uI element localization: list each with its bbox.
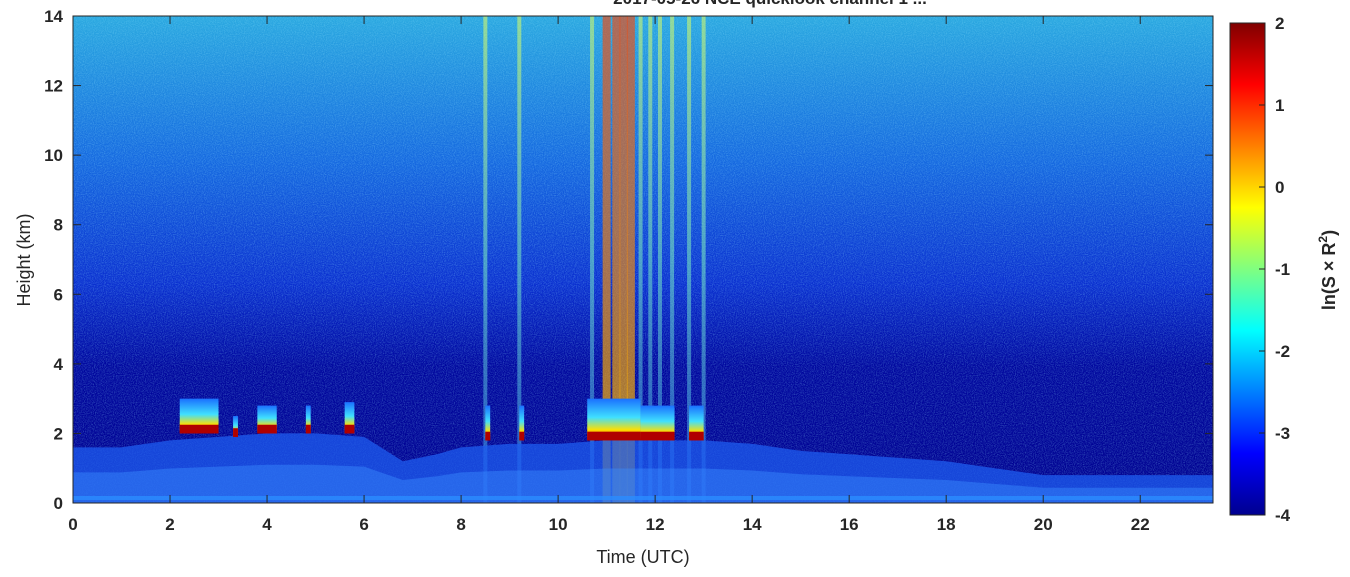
- x-tick-label: 18: [937, 515, 956, 534]
- x-tick-label: 2: [165, 515, 174, 534]
- y-tick-label: 2: [54, 424, 63, 443]
- y-tick-label: 12: [44, 77, 63, 96]
- x-axis-label: Time (UTC): [596, 547, 689, 567]
- colorbar-tick-label: -1: [1275, 260, 1290, 279]
- precip-streak: [612, 16, 621, 503]
- plot-frame: [72, 15, 1214, 504]
- colorbar-ticks: 2 1 0 -1 -2 -3 -4: [1259, 14, 1291, 525]
- precip-streak: [626, 16, 635, 503]
- cloud-layer: [689, 405, 704, 441]
- boundary-layer-core: [73, 464, 1213, 503]
- cloud-layer: [233, 416, 238, 437]
- colorbar: 2 1 0 -1 -2 -3 -4 ln(S × R2): [1229, 14, 1339, 525]
- precip-streak: [657, 16, 662, 503]
- surface-line: [73, 496, 1213, 500]
- precip-streak: [638, 16, 643, 503]
- precip-streak: [687, 16, 692, 503]
- chart-title: 2017-05-26 NCE quicklook channel 1 ...: [613, 0, 927, 8]
- precip-streaks: [483, 16, 706, 503]
- cloud-base: [233, 428, 238, 437]
- x-tick-label: 6: [359, 515, 368, 534]
- cloud-layer: [519, 405, 525, 441]
- colorbar-label: ln(S × R2): [1316, 230, 1339, 310]
- colorbar-tick-label: 1: [1275, 96, 1284, 115]
- y-axis-label: Height (km): [14, 213, 34, 306]
- colorbar-tick-label: 0: [1275, 178, 1284, 197]
- cloud-base: [305, 424, 311, 434]
- precip-streak: [517, 16, 522, 503]
- y-tick-label: 0: [54, 494, 63, 513]
- y-tick-label: 14: [44, 7, 63, 26]
- cloud-layers: [179, 398, 704, 441]
- precip-streak: [602, 16, 611, 503]
- precip-streak: [701, 16, 706, 503]
- boundary-layer: [73, 433, 1213, 503]
- x-tick-label: 12: [646, 515, 665, 534]
- cloud-base: [640, 431, 675, 441]
- precip-streak: [619, 16, 628, 503]
- precip-streak: [590, 16, 595, 503]
- cloud-base: [179, 424, 219, 434]
- plot-area: [73, 16, 1213, 503]
- cloud-layer: [305, 405, 311, 434]
- colorbar-tick-label: -4: [1275, 506, 1291, 525]
- colorbar-tick-label: -3: [1275, 424, 1290, 443]
- x-tick-label: 8: [456, 515, 465, 534]
- precip-streak: [648, 16, 653, 503]
- x-tick-label: 16: [840, 515, 859, 534]
- x-tick-label: 14: [743, 515, 762, 534]
- cloud-base: [689, 431, 704, 441]
- x-tick-label: 4: [262, 515, 272, 534]
- cloud-base: [587, 431, 641, 441]
- cloud-base: [519, 431, 525, 441]
- x-tick-label: 22: [1131, 515, 1150, 534]
- x-tick-label: 20: [1034, 515, 1053, 534]
- cloud-base: [485, 431, 491, 441]
- y-tick-label: 6: [54, 285, 63, 304]
- y-tick-label: 10: [44, 146, 63, 165]
- cloud-layer: [485, 405, 491, 441]
- boundary-layer-region: [73, 433, 1213, 503]
- precip-streak: [483, 16, 488, 503]
- cloud-base: [344, 424, 355, 434]
- cloud-base: [257, 424, 277, 434]
- x-tick-label: 10: [549, 515, 568, 534]
- x-tick-label: 0: [68, 515, 77, 534]
- y-tick-label: 8: [54, 216, 63, 235]
- x-ticks: 0 2 4 6 8 10 12 14 16 18 20 22: [68, 16, 1150, 534]
- colorbar-tick-label: -2: [1275, 342, 1290, 361]
- y-tick-label: 4: [54, 355, 64, 374]
- y-ticks: 0 2 4 6 8 10 12 14: [44, 7, 1213, 513]
- precip-streak: [670, 16, 675, 503]
- cloud-layer: [344, 402, 355, 434]
- colorbar-tick-label: 2: [1275, 14, 1284, 33]
